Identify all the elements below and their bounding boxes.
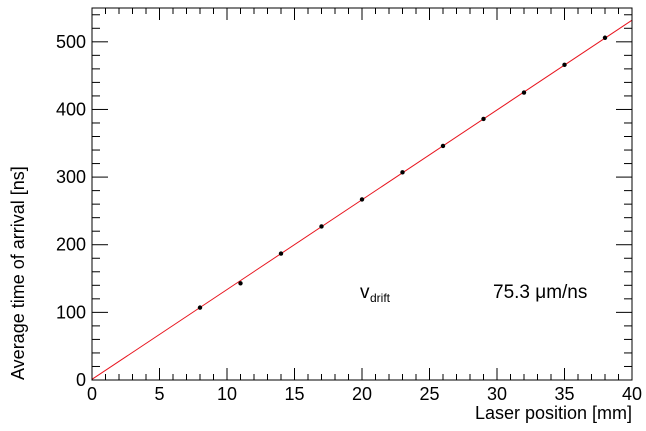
data-point bbox=[359, 197, 365, 202]
data-point bbox=[278, 251, 284, 256]
y-tick-label: 200 bbox=[56, 235, 86, 255]
plot-frame bbox=[91, 7, 633, 381]
drift-annotation: v drift 75.3 μm/ns bbox=[360, 282, 587, 305]
x-axis-label: Laser position [mm] bbox=[475, 403, 632, 423]
y-tick-label: 500 bbox=[56, 32, 86, 52]
y-tick-label: 100 bbox=[56, 302, 86, 322]
annotation-symbol: v bbox=[360, 282, 370, 303]
data-point bbox=[238, 281, 243, 286]
data-point bbox=[400, 170, 405, 175]
data-point bbox=[602, 35, 608, 40]
data-point bbox=[319, 224, 324, 229]
x-tick-label: 25 bbox=[419, 384, 439, 404]
data-point bbox=[521, 90, 527, 95]
x-tick-label: 10 bbox=[217, 384, 237, 404]
data-points bbox=[197, 35, 608, 310]
data-point bbox=[197, 305, 203, 310]
data-point bbox=[440, 143, 446, 149]
y-tick-label: 400 bbox=[56, 99, 86, 119]
y-tick-labels: 0 100 200 300 400 500 bbox=[56, 32, 86, 390]
axis-ticks bbox=[91, 8, 633, 381]
y-tick-label: 0 bbox=[76, 370, 86, 390]
x-tick-label: 35 bbox=[554, 384, 574, 404]
x-tick-label: 20 bbox=[352, 384, 372, 404]
y-tick-label: 300 bbox=[56, 167, 86, 187]
data-point bbox=[562, 62, 567, 68]
data-point bbox=[481, 116, 486, 122]
x-tick-label: 0 bbox=[87, 384, 97, 404]
x-tick-label: 15 bbox=[284, 384, 304, 404]
annotation-value: 75.3 μm/ns bbox=[493, 282, 587, 303]
x-tick-label: 30 bbox=[487, 384, 507, 404]
x-tick-label: 5 bbox=[154, 384, 164, 404]
y-axis-label: Average time of arrival [ns] bbox=[8, 166, 28, 380]
x-tick-label: 40 bbox=[622, 384, 642, 404]
x-tick-labels: 0 5 10 15 20 25 30 35 40 bbox=[87, 384, 642, 404]
annotation-subscript: drift bbox=[370, 291, 391, 305]
